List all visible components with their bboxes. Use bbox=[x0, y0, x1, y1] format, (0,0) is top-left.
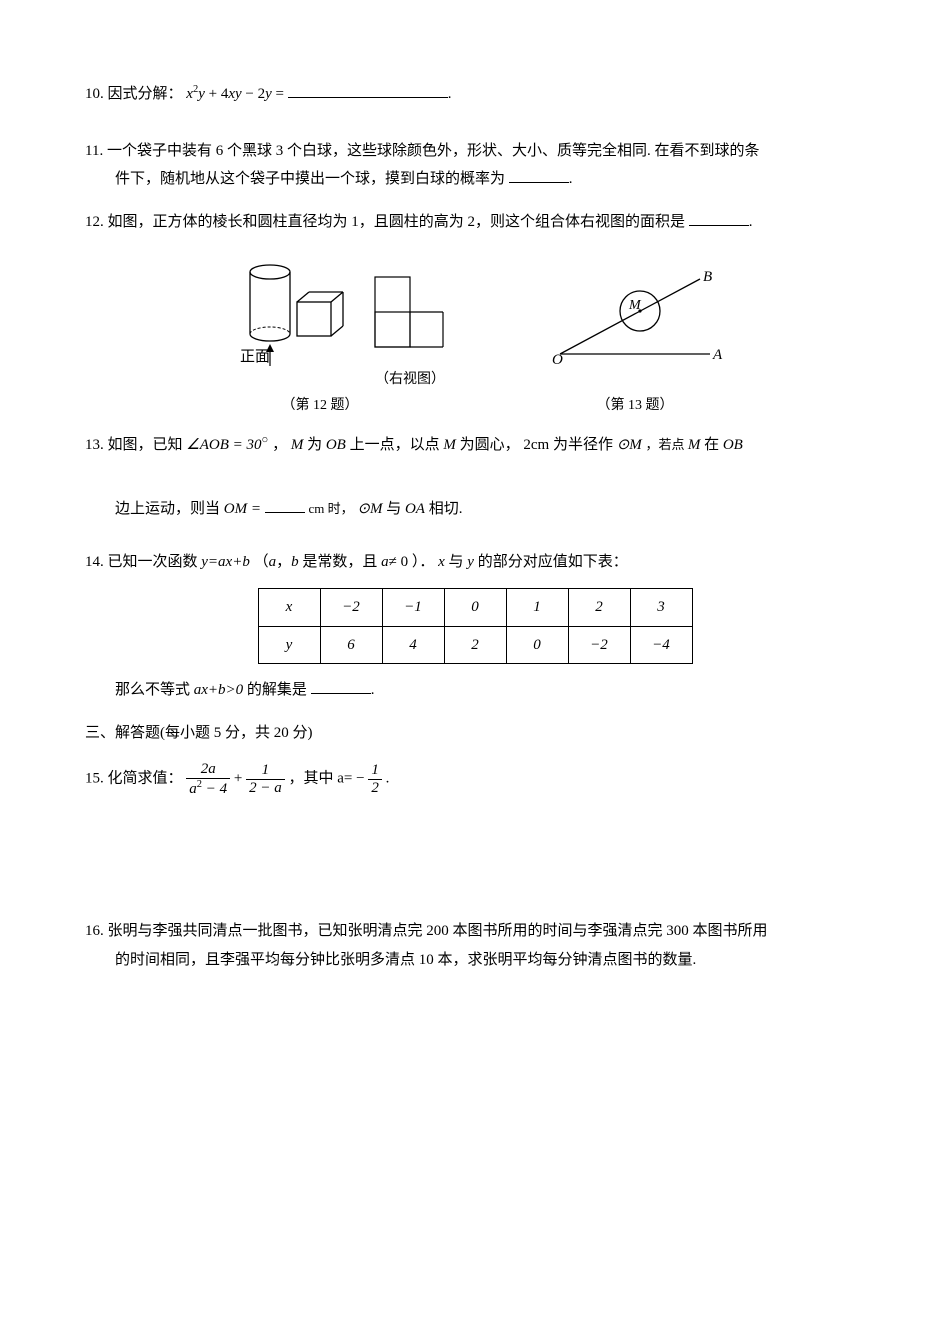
q13-cm: cm 时， bbox=[308, 501, 353, 516]
cell: −2 bbox=[568, 626, 630, 664]
cell: x bbox=[258, 589, 320, 627]
q11-suffix: . bbox=[569, 171, 573, 187]
cell: 3 bbox=[630, 589, 692, 627]
label-A: A bbox=[712, 347, 723, 363]
q10-blank bbox=[288, 82, 448, 99]
fig12-front-label: 正面 bbox=[240, 343, 270, 374]
q13-m1: M bbox=[291, 437, 304, 453]
q13-oa: OA bbox=[405, 501, 425, 517]
question-16: 16. 张明与李强共同清点一批图书，已知张明清点完 200 本图书所用的时间与李… bbox=[85, 917, 865, 974]
q14-text2: 的部分对应值如下表： bbox=[478, 554, 628, 570]
q16-line1: 张明与李强共同清点一批图书，已知张明清点完 200 本图书所用的时间与李强清点完… bbox=[108, 923, 768, 939]
q15-frac1: 2a a2 − 4 bbox=[186, 761, 230, 797]
q12-num: 12. bbox=[85, 214, 104, 230]
q14-concl-pre: 那么不等式 bbox=[115, 682, 194, 698]
q13-l2a: 边上运动，则当 bbox=[115, 501, 224, 517]
cell: −2 bbox=[320, 589, 382, 627]
q13-blank bbox=[265, 497, 305, 514]
q11-blank bbox=[509, 167, 569, 184]
cell: 4 bbox=[382, 626, 444, 664]
cell: 6 bbox=[320, 626, 382, 664]
q14-fn: y=ax+b bbox=[201, 554, 250, 570]
fig13-caption: （第 13 题） bbox=[545, 393, 725, 420]
fig13-svg: O A B M bbox=[545, 269, 725, 379]
q13-r: 2cm bbox=[523, 437, 549, 453]
table-row: y 6 4 2 0 −2 −4 bbox=[258, 626, 692, 664]
q13-tang: 相切. bbox=[429, 501, 463, 517]
q13-c3: 上一点，以点 bbox=[350, 437, 444, 453]
q11-num: 11. bbox=[85, 143, 103, 159]
question-11: 11. 一个袋子中装有 6 个黑球 3 个白球，这些球除颜色外，形状、大小、质等… bbox=[85, 137, 865, 194]
cell: −1 bbox=[382, 589, 444, 627]
cell: y bbox=[258, 626, 320, 664]
q12-blank bbox=[689, 209, 749, 226]
question-14: 14. 已知一次函数 y=ax+b （a，b 是常数，且 a≠ 0 ）． x 与… bbox=[85, 548, 865, 705]
table-row: x −2 −1 0 1 2 3 bbox=[258, 589, 692, 627]
q11-line2: 件下，随机地从这个袋子中摸出一个球，摸到白球的概率为 bbox=[115, 171, 505, 187]
q10-label: 因式分解： bbox=[108, 86, 183, 102]
q12-suffix: . bbox=[749, 214, 753, 230]
label-B: B bbox=[703, 269, 712, 285]
q16-line2: 的时间相同，且李强平均每分钟比张明多清点 10 本，求张明平均每分钟清点图书的数… bbox=[115, 952, 696, 968]
q15-label: 化简求值： bbox=[108, 771, 183, 787]
q13-ob1: OB bbox=[326, 437, 346, 453]
q13-odot2: ⊙M bbox=[357, 501, 382, 517]
cell: 0 bbox=[444, 589, 506, 627]
cell: −4 bbox=[630, 626, 692, 664]
q13-c7: 在 bbox=[704, 437, 723, 453]
question-13: 13. 如图，已知 ∠AOB = 30○ ， M 为 OB 上一点，以点 M 为… bbox=[85, 430, 865, 524]
q14-xy: x bbox=[438, 554, 445, 570]
q14-paren: （a，b 是常数，且 a≠ 0 ）． bbox=[254, 554, 435, 570]
q13-m3: M bbox=[688, 437, 701, 453]
q13-c1: ， bbox=[272, 437, 287, 453]
q14-blank bbox=[311, 678, 371, 695]
q13-c5: 为半径作 bbox=[553, 437, 617, 453]
q16-num: 16. bbox=[85, 923, 104, 939]
q13-c2: 为 bbox=[307, 437, 326, 453]
q13-l2b: 与 bbox=[386, 501, 405, 517]
q13-om: OM = bbox=[224, 501, 261, 517]
q13-angle: ∠AOB = 30○ bbox=[186, 437, 268, 453]
q10-expr: x2y + 4xy − 2y = bbox=[186, 86, 284, 102]
q13-c6: ，若点 bbox=[646, 437, 688, 452]
q10-num: 10. bbox=[85, 86, 104, 102]
q14-ineq: ax+b>0 bbox=[194, 682, 243, 698]
q15-num: 15. bbox=[85, 771, 104, 787]
q11-line1: 一个袋子中装有 6 个黑球 3 个白球，这些球除颜色外，形状、大小、质等完全相同… bbox=[107, 143, 760, 159]
q14-num: 14. bbox=[85, 554, 104, 570]
q13-num: 13. bbox=[85, 437, 104, 453]
q13-c4: 为圆心， bbox=[460, 437, 520, 453]
cell: 2 bbox=[444, 626, 506, 664]
q14-text: 已知一次函数 bbox=[108, 554, 202, 570]
q12-text: 如图，正方体的棱长和圆柱直径均为 1，且圆柱的高为 2，则这个组合体右视图的面积… bbox=[108, 214, 686, 230]
q15-suffix: . bbox=[386, 771, 390, 787]
cell: 2 bbox=[568, 589, 630, 627]
q13-ob2: OB bbox=[723, 437, 743, 453]
q15-plus: + bbox=[234, 771, 246, 787]
q14-suffix: . bbox=[371, 682, 375, 698]
q14-concl-post: 的解集是 bbox=[247, 682, 307, 698]
q13-m2: M bbox=[443, 437, 456, 453]
q15-frac3: 1 2 bbox=[368, 762, 382, 796]
label-M: M bbox=[628, 298, 642, 313]
fig12-sub: （右视图） bbox=[375, 367, 445, 394]
q13-pre: 如图，已知 bbox=[108, 437, 187, 453]
figure-12: 正面 （右视图） （第 12 题） bbox=[225, 252, 455, 420]
label-O: O bbox=[552, 352, 563, 368]
figure-13: O A B M （第 13 题） bbox=[545, 269, 725, 420]
question-12: 12. 如图，正方体的棱长和圆柱直径均为 1，且圆柱的高为 2，则这个组合体右视… bbox=[85, 208, 865, 237]
figures-row: 正面 （右视图） （第 12 题） O A B M （第 13 题） bbox=[85, 252, 865, 420]
cell: 1 bbox=[506, 589, 568, 627]
q14-table: x −2 −1 0 1 2 3 y 6 4 2 0 −2 −4 bbox=[258, 588, 693, 664]
question-10: 10. 因式分解： x2y + 4xy − 2y = . bbox=[85, 80, 865, 109]
q15-neg: − bbox=[356, 771, 364, 787]
fig12-caption: （第 12 题） bbox=[185, 393, 455, 420]
cell: 0 bbox=[506, 626, 568, 664]
q15-mid: ，其中 a= bbox=[288, 771, 356, 787]
section-3-header: 三、解答题(每小题 5 分，共 20 分) bbox=[85, 719, 865, 748]
q10-suffix: . bbox=[448, 86, 452, 102]
q15-frac2: 1 2 − a bbox=[246, 762, 285, 796]
question-15: 15. 化简求值： 2a a2 − 4 + 1 2 − a ，其中 a= − 1… bbox=[85, 761, 865, 797]
q13-odot: ⊙M bbox=[617, 437, 642, 453]
